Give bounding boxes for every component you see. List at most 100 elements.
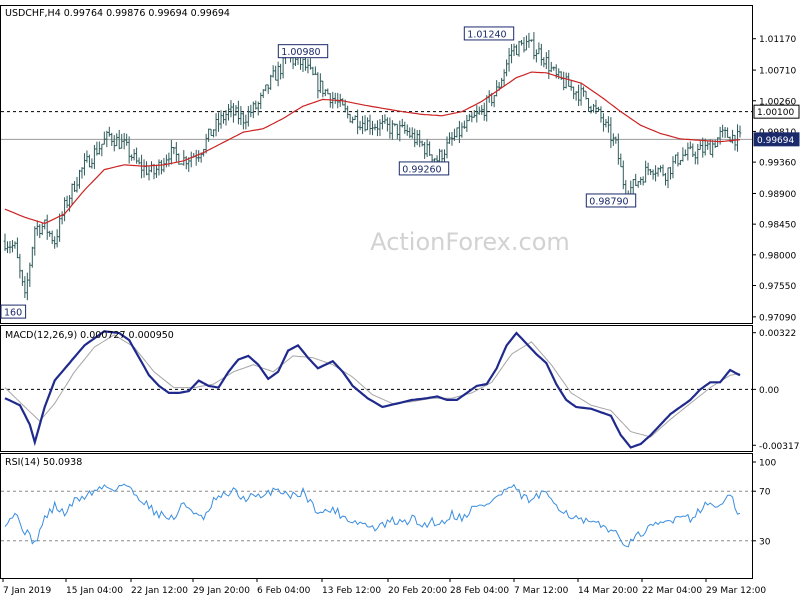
price-bar xyxy=(75,176,79,193)
price-bar xyxy=(353,115,357,121)
price-bar xyxy=(726,127,729,138)
price-bar xyxy=(132,149,136,161)
price-bar xyxy=(453,128,456,141)
price-bar xyxy=(636,181,640,188)
x-tick-label: 28 Feb 04:00 xyxy=(450,586,509,596)
price-bar xyxy=(465,115,469,133)
price-bar xyxy=(492,95,496,108)
price-annotations: 160 1.00980 0.99260 1.01240 0.98790 xyxy=(0,26,637,319)
price-bar xyxy=(410,127,414,139)
price-bar xyxy=(6,241,9,254)
price-bar xyxy=(65,195,69,209)
price-bar xyxy=(346,105,349,119)
price-bar xyxy=(40,222,44,236)
price-bar xyxy=(552,66,556,71)
price-bar xyxy=(249,104,253,118)
price-bar xyxy=(321,80,325,98)
price-bar xyxy=(45,214,49,240)
price-bar xyxy=(520,39,523,46)
price-bar xyxy=(413,128,417,148)
price-bar xyxy=(366,117,369,131)
price-bar xyxy=(125,133,128,146)
price-bar xyxy=(398,120,402,142)
rsi-axis: 100 70 30 xyxy=(752,459,776,547)
price-bar xyxy=(706,141,710,150)
level-price-tag: 1.00100 xyxy=(753,104,800,119)
price-bar xyxy=(98,141,101,155)
price-bar xyxy=(532,32,536,60)
price-tick-label: 0.98450 xyxy=(759,221,796,231)
sma-line xyxy=(4,71,741,225)
price-bar xyxy=(351,116,354,124)
price-bar xyxy=(480,105,484,115)
price-bar xyxy=(182,150,186,166)
price-bar xyxy=(686,142,690,161)
price-bar xyxy=(214,113,218,137)
price-bar xyxy=(381,114,384,130)
price-bar xyxy=(619,153,623,168)
price-bar xyxy=(63,197,66,222)
price-bar xyxy=(309,58,312,70)
x-tick-label: 20 Feb 20:00 xyxy=(388,586,447,596)
price-bar xyxy=(244,114,248,130)
price-bar xyxy=(43,219,47,230)
price-bar xyxy=(448,132,451,144)
annotation-box xyxy=(277,44,329,59)
price-bar xyxy=(708,139,712,155)
price-bar xyxy=(654,165,657,182)
price-bar xyxy=(405,124,409,136)
price-bar xyxy=(674,154,677,164)
price-bar xyxy=(597,106,600,112)
price-bar xyxy=(458,120,461,144)
price-bar xyxy=(306,58,310,74)
price-bar xyxy=(18,253,22,279)
price-bars xyxy=(3,32,742,301)
current-price-tag: 0.99694 xyxy=(753,132,800,147)
price-bar xyxy=(400,118,404,128)
price-bar xyxy=(135,147,138,164)
price-bar xyxy=(26,272,29,301)
x-tick-label: 22 Mar 04:00 xyxy=(642,586,702,596)
price-bar xyxy=(468,113,471,122)
price-bar xyxy=(684,149,687,157)
price-bar xyxy=(247,106,250,127)
annotation-box xyxy=(398,161,450,176)
price-bar xyxy=(8,241,12,254)
price-bar xyxy=(460,122,464,138)
price-bar xyxy=(222,112,225,124)
price-bar xyxy=(35,220,39,236)
price-bar xyxy=(545,52,548,70)
price-bar xyxy=(368,114,372,135)
price-bar xyxy=(83,153,86,176)
price-bar xyxy=(423,141,426,159)
price-axis: 1.011701.007101.002600.998100.993600.989… xyxy=(752,35,800,323)
price-bar xyxy=(502,69,506,86)
annotation-label: 1.00980 xyxy=(281,47,320,58)
price-bar xyxy=(155,164,158,178)
price-bar xyxy=(527,32,531,48)
price-bar xyxy=(698,141,702,151)
price-bar xyxy=(73,181,76,192)
price-bar xyxy=(271,65,275,78)
price-bar xyxy=(463,120,466,129)
price-bar xyxy=(617,133,620,165)
price-bar xyxy=(669,166,672,180)
price-tag-label: 0.99694 xyxy=(757,136,794,146)
rsi-tick-label: 70 xyxy=(759,488,771,498)
price-tag-box xyxy=(753,132,800,147)
price-bar xyxy=(383,114,387,124)
watermark: ActionForex.com xyxy=(370,228,570,256)
rsi-tick-label: 30 xyxy=(759,537,771,547)
rsi-title: RSI(14) 50.0938 xyxy=(5,457,82,468)
price-bar xyxy=(341,98,345,106)
price-bar xyxy=(33,226,37,256)
price-bar xyxy=(609,117,613,149)
price-bar xyxy=(358,120,362,131)
price-bar xyxy=(599,106,603,123)
price-bar xyxy=(122,132,126,150)
price-panel-frame xyxy=(0,5,753,324)
price-bar xyxy=(512,43,516,57)
price-tick-label: 1.00260 xyxy=(759,97,796,107)
price-bar xyxy=(386,117,389,132)
annotation-label: 1.01240 xyxy=(467,29,506,40)
